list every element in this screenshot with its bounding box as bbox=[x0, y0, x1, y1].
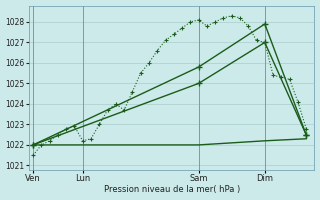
X-axis label: Pression niveau de la mer( hPa ): Pression niveau de la mer( hPa ) bbox=[104, 185, 240, 194]
